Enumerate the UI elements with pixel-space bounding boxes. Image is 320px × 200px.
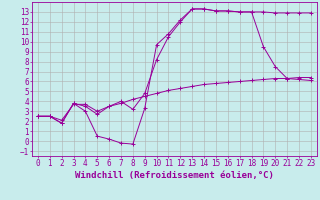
X-axis label: Windchill (Refroidissement éolien,°C): Windchill (Refroidissement éolien,°C) xyxy=(75,171,274,180)
